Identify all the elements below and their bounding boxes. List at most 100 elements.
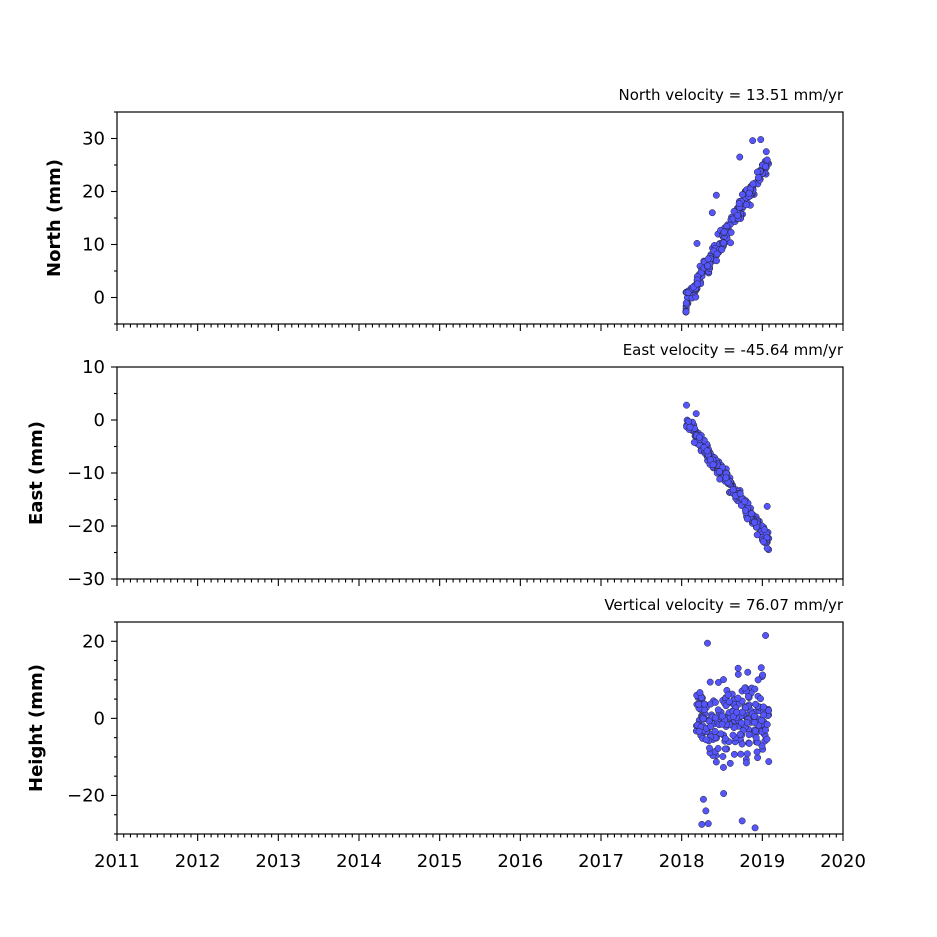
data-point [696,689,704,696]
data-point [695,700,703,708]
data-point [760,703,767,711]
data-point [693,280,701,288]
data-point [736,490,744,498]
data-point [741,498,749,506]
data-point [682,308,690,316]
data-point [729,731,737,739]
y-tick-label: 10 [82,235,105,256]
north-y-axis-label: North (mm) [44,159,65,277]
y-tick-label: −20 [67,785,105,806]
data-point [745,731,753,739]
data-point [726,759,734,767]
height-points [692,632,773,832]
x-tick-label: 2019 [739,851,785,872]
data-point [719,753,727,760]
data-point [741,506,749,514]
x-tick-label: 2018 [659,851,705,872]
y-tick-label: 10 [82,357,105,378]
data-point [729,486,737,494]
data-point [724,691,732,699]
data-point [763,502,771,510]
data-point [754,676,762,684]
data-point [743,750,751,758]
east-plot-frame [116,366,844,580]
data-point [721,745,729,753]
data-point [765,707,773,714]
data-point [703,447,711,455]
y-tick-label: 20 [82,182,105,203]
data-point [751,718,758,726]
data-point [727,229,735,236]
data-point [743,515,751,523]
data-point [720,228,728,236]
data-point [711,727,719,735]
data-point [744,693,752,701]
data-point [704,262,712,270]
y-tick-label: 0 [94,708,105,729]
data-point [730,750,738,758]
east-points [683,401,773,554]
data-point [757,664,765,672]
data-point [754,754,762,762]
data-point [727,239,735,247]
data-point [763,156,771,164]
data-point [713,257,720,265]
data-point [734,670,742,678]
x-tick-label: 2013 [255,851,301,872]
data-point [721,735,729,743]
data-point [699,795,707,803]
data-point [734,694,742,702]
data-point [725,698,733,706]
data-point [760,526,768,534]
data-point [720,790,728,797]
data-point [763,544,771,552]
data-point [722,474,730,482]
data-point [733,708,741,716]
data-point [712,758,720,766]
data-point [693,239,701,247]
north-points [682,136,773,316]
vertical-velocity-title: Vertical velocity = 76.07 mm/yr [604,596,844,614]
y-tick-label: −10 [67,463,105,484]
data-point [699,715,707,723]
data-point [715,468,723,476]
data-point [748,510,756,518]
data-point [762,163,770,170]
data-point [753,748,761,756]
data-point [692,410,700,418]
data-point [713,250,721,258]
north-plot-frame [116,111,844,325]
height-y-axis-label: Height (mm) [26,664,47,792]
data-point [735,200,743,207]
data-point [702,807,710,815]
east-panel: East velocity = -45.64 mm/yr East (mm) 1… [26,341,844,590]
data-point [753,531,761,539]
data-point [707,723,715,730]
data-point [736,730,744,738]
x-tick-label: 2012 [175,851,221,872]
east-velocity-title: East velocity = -45.64 mm/yr [623,341,844,359]
data-point [762,632,770,639]
east-y-axis-label: East (mm) [26,421,47,525]
north-velocity-title: North velocity = 13.51 mm/yr [619,86,844,104]
data-point [759,671,767,679]
y-tick-label: −30 [67,569,105,590]
data-point [682,299,690,307]
data-point [686,423,694,431]
data-point [763,721,771,728]
data-point [736,153,744,161]
data-point [714,706,722,714]
data-point [734,211,742,219]
y-tick-label: 30 [82,129,105,150]
data-point [744,668,752,676]
north-panel: North velocity = 13.51 mm/yr North (mm) … [44,86,844,331]
data-point [738,191,746,199]
y-tick-label: 0 [94,410,105,431]
y-tick-label: 20 [82,631,105,652]
data-point [752,734,760,742]
y-tick-label: 0 [94,288,105,309]
data-point [745,189,753,197]
x-tick-label: 2014 [336,851,382,872]
data-point [690,438,698,446]
